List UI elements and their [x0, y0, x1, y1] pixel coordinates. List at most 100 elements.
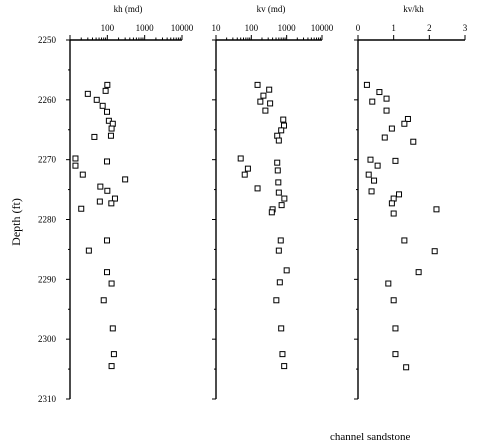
data-point-1-18 [275, 189, 282, 196]
y-tick-label-6: 2310 [38, 394, 57, 404]
data-point-2-16 [396, 191, 403, 198]
y-tick-label-3: 2280 [38, 215, 57, 225]
data-point-1-0 [254, 81, 261, 88]
data-point-2-18 [388, 200, 395, 207]
data-point-0-25 [108, 280, 115, 287]
data-point-1-11 [237, 155, 244, 162]
data-point-1-2 [260, 92, 267, 99]
axis-title-0: kh (md) [114, 4, 143, 14]
data-point-1-6 [280, 116, 287, 123]
data-point-1-10 [275, 137, 282, 144]
y-tick-label-2: 2270 [38, 155, 57, 165]
panel-kv: kv (md) 10 100 1000 10000 [212, 4, 334, 400]
data-point-2-7 [388, 125, 395, 132]
data-point-1-14 [274, 167, 281, 174]
x-tick-label-2-1: 1 [391, 23, 396, 33]
x-tick-label-2-3: 3 [463, 23, 468, 33]
data-point-0-23 [85, 247, 92, 254]
data-point-1-25 [283, 267, 290, 274]
data-point-2-10 [367, 156, 374, 163]
x-tick-label-2-0: 0 [356, 23, 361, 33]
panel-kv-kh: kv/kh 0 1 2 3 [354, 4, 468, 400]
y-axis-title-group: Depth (ft) [9, 198, 23, 246]
data-point-2-11 [392, 157, 399, 164]
x-tick-label-0-0: 100 [101, 23, 115, 33]
data-point-0-26 [100, 297, 107, 304]
y-tick-label-0: 2250 [38, 35, 57, 45]
data-point-0-28 [110, 351, 117, 358]
data-point-2-28 [403, 364, 410, 371]
y-tick-label-4: 2290 [38, 274, 57, 284]
data-point-2-12 [374, 162, 381, 169]
caption: channel sandstone [330, 431, 410, 443]
y-tick-label-1: 2260 [38, 95, 57, 105]
data-point-1-1 [266, 86, 273, 93]
data-point-1-23 [277, 237, 284, 244]
data-point-1-15 [241, 171, 248, 178]
data-point-1-5 [262, 107, 269, 114]
data-point-0-4 [99, 102, 106, 109]
data-point-2-6 [401, 120, 408, 127]
data-point-1-9 [274, 132, 281, 139]
x-tick-label-1-2: 1000 [278, 23, 297, 33]
y-axis-title: Depth (ft) [9, 198, 23, 246]
data-point-1-16 [275, 179, 282, 186]
data-point-0-1 [84, 90, 91, 97]
axis-title-2: kv/kh [403, 4, 424, 14]
data-point-2-23 [415, 269, 422, 276]
data-point-1-13 [244, 165, 251, 172]
data-point-0-5 [104, 108, 111, 115]
data-point-0-0 [104, 81, 111, 88]
data-point-1-24 [275, 247, 282, 254]
data-point-0-2 [102, 87, 109, 94]
data-point-0-21 [78, 205, 85, 212]
data-point-1-4 [267, 100, 274, 107]
x-tick-label-0-2: 10000 [171, 23, 194, 33]
data-point-2-20 [390, 210, 397, 217]
data-point-2-21 [401, 237, 408, 244]
data-point-0-19 [108, 200, 115, 207]
data-point-2-4 [383, 107, 390, 114]
x-tick-label-0-1: 1000 [136, 23, 155, 33]
data-point-1-27 [273, 297, 280, 304]
data-point-0-16 [97, 183, 104, 190]
data-point-0-14 [79, 171, 86, 178]
data-point-1-28 [278, 325, 285, 332]
data-point-2-15 [368, 188, 375, 195]
data-point-2-0 [363, 81, 370, 88]
data-point-1-26 [276, 279, 283, 286]
data-point-2-1 [376, 89, 383, 96]
data-point-2-9 [410, 138, 417, 145]
x-tick-label-1-0: 10 [212, 23, 222, 33]
data-point-2-25 [390, 297, 397, 304]
data-point-1-3 [257, 98, 264, 105]
data-point-0-8 [108, 125, 115, 132]
data-point-0-17 [104, 187, 111, 194]
data-point-0-18 [111, 195, 118, 202]
data-point-0-12 [72, 162, 79, 169]
data-point-0-3 [93, 96, 100, 103]
data-point-0-22 [104, 237, 111, 244]
data-point-2-24 [385, 280, 392, 287]
panel-kh: kh (md) 100 1000 10000 2250 2260 2270 2280 2290 2… [38, 4, 194, 404]
data-point-1-20 [278, 202, 285, 209]
x-tick-label-1-1: 100 [245, 23, 259, 33]
data-point-2-8 [381, 134, 388, 141]
axis-title-1: kv (md) [257, 4, 286, 14]
data-point-0-24 [104, 269, 111, 276]
data-point-0-20 [96, 198, 103, 205]
data-point-1-30 [281, 363, 288, 370]
data-point-1-7 [280, 122, 287, 129]
data-point-2-13 [365, 171, 372, 178]
data-point-2-27 [392, 351, 399, 358]
data-point-2-5 [404, 115, 411, 122]
data-point-2-26 [392, 325, 399, 332]
data-point-1-12 [274, 159, 281, 166]
data-point-0-11 [72, 155, 79, 162]
data-point-1-8 [278, 127, 285, 134]
data-point-2-2 [383, 95, 390, 102]
data-point-1-29 [279, 351, 286, 358]
x-tick-label-1-3: 10000 [311, 23, 334, 33]
y-tick-label-5: 2300 [38, 334, 57, 344]
